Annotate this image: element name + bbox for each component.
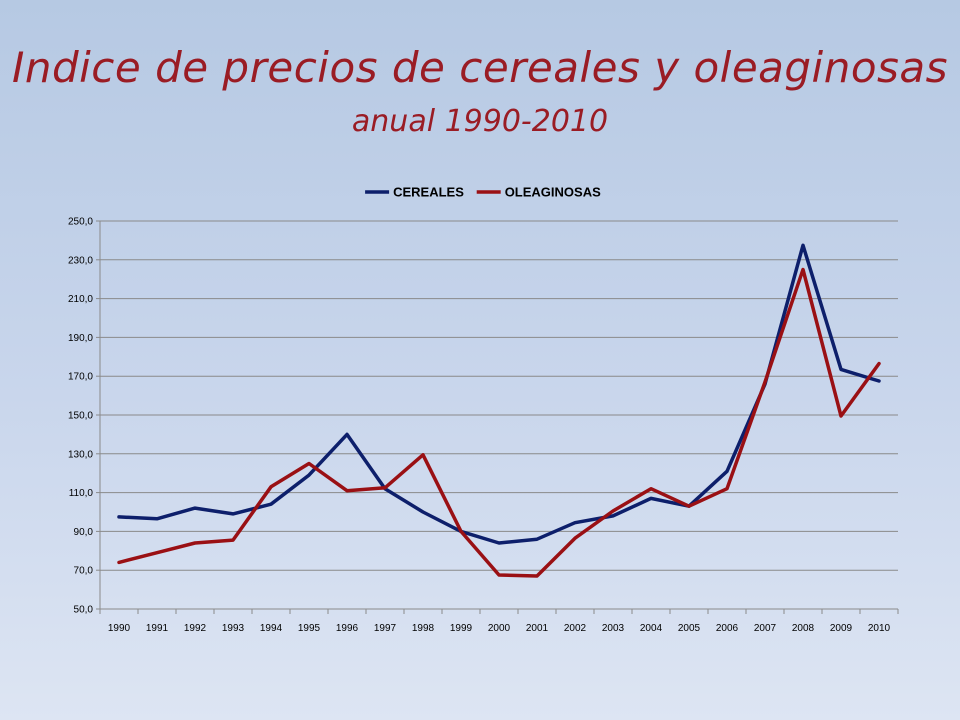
x-tick-label: 1996 [336, 623, 359, 634]
slide-title: Indice de precios de cereales y oleagino… [11, 43, 949, 92]
y-tick-label: 50,0 [74, 605, 94, 616]
legend-label-oleaginosas: OLEAGINOSAS [505, 185, 601, 200]
x-tick-label: 1990 [108, 623, 131, 634]
x-tick-label: 1999 [450, 623, 473, 634]
x-tick-label: 2008 [792, 623, 815, 634]
y-tick-label: 110,0 [69, 488, 94, 499]
x-tick-label: 1995 [298, 623, 321, 634]
x-tick-label: 2002 [564, 623, 587, 634]
x-tick-label: 1992 [184, 623, 207, 634]
y-tick-label: 90,0 [74, 527, 94, 538]
slide-subtitle: anual 1990-2010 [351, 104, 609, 139]
axes [96, 220, 899, 614]
y-tick-label: 150,0 [68, 411, 93, 422]
y-tick-label: 230,0 [68, 255, 93, 266]
x-tick-label: 2001 [526, 623, 549, 634]
y-tick-label: 170,0 [68, 372, 93, 383]
x-tick-label: 2007 [754, 623, 777, 634]
gridlines [100, 220, 898, 610]
x-tick-label: 1998 [412, 623, 435, 634]
x-tick-label: 2004 [640, 623, 663, 634]
y-tick-label: 210,0 [68, 294, 93, 305]
legend-label-cereales: CEREALES [393, 185, 464, 200]
y-axis-ticks: 50,0 70,0 90,0 110,0 130,0 150,0 170,0 190,0 210… [68, 217, 93, 616]
x-tick-label: 2006 [716, 623, 739, 634]
x-tick-label: 2000 [488, 623, 511, 634]
series-line-cereales [117, 243, 881, 545]
series-lines [117, 243, 881, 578]
x-axis-ticks: 1990 1991 1992 1993 1994 1995 1996 1997 1998 1999… [108, 623, 891, 634]
x-tick-label: 1991 [146, 623, 169, 634]
series-line-oleaginosas [117, 267, 881, 578]
y-tick-label: 250,0 [68, 217, 93, 228]
x-tick-label: 2003 [602, 623, 625, 634]
y-tick-label: 190,0 [68, 333, 93, 344]
x-tick-label: 2009 [830, 623, 853, 634]
x-tick-label: 2010 [868, 623, 891, 634]
x-tick-label: 1993 [222, 623, 245, 634]
y-tick-label: 70,0 [74, 566, 94, 577]
x-tick-label: 1994 [260, 623, 283, 634]
x-tick-label: 2005 [678, 623, 701, 634]
x-tick-label: 1997 [374, 623, 397, 634]
y-tick-label: 130,0 [68, 449, 93, 460]
legend: CEREALES OLEAGINOSAS [365, 185, 601, 200]
